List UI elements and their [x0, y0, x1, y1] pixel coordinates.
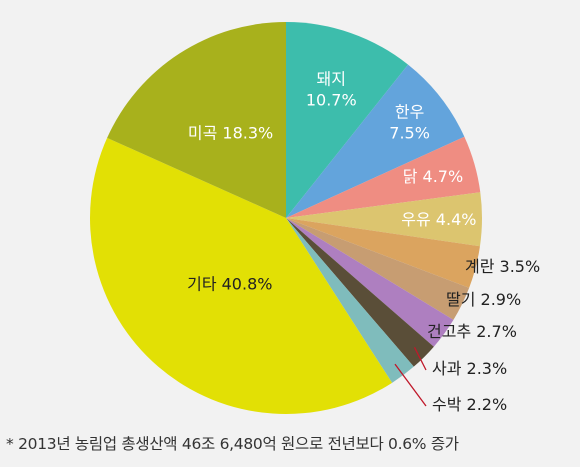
slice-labels: 돼지 10.7% 한우 7.5% 닭 4.7% 우유 4.4% 계란 3.5% 딸기 2.9%…	[187, 69, 540, 414]
footnote: * 2013년 농림업 총생산액 46조 6,480억 원으로 전년보다 0.6…	[6, 435, 459, 453]
slice-우유	[286, 192, 482, 247]
slice-딸기	[286, 218, 470, 320]
slice-우유-label: 우유 4.4%	[401, 210, 476, 229]
slice-수박	[286, 218, 414, 383]
slice-사과	[286, 218, 434, 367]
slice-수박-label: 수박 2.2%	[432, 395, 507, 414]
slice-닭	[286, 136, 481, 218]
slice-계란-label: 계란 3.5%	[465, 257, 540, 276]
slice-닭-label: 닭 4.7%	[403, 167, 463, 186]
slice-건고추	[286, 218, 454, 347]
pie-chart: 돼지 10.7% 한우 7.5% 닭 4.7% 우유 4.4% 계란 3.5% 딸기 2.9%…	[89, 22, 540, 414]
slice-미곡	[107, 22, 286, 218]
slice-사과-label: 사과 2.3%	[432, 359, 507, 378]
slice-사과-leader	[413, 347, 427, 371]
slice-건고추-label: 건고추 2.7%	[427, 322, 517, 341]
slice-돼지-name: 돼지	[317, 69, 346, 88]
slice-한우-value: 7.5%	[389, 124, 430, 143]
slice-기타	[89, 137, 393, 414]
slice-계란	[286, 218, 480, 288]
slice-한우	[286, 64, 465, 218]
slice-딸기-label: 딸기 2.9%	[446, 290, 521, 309]
pie-slices	[89, 22, 482, 414]
slice-미곡-label: 미곡 18.3%	[188, 123, 273, 142]
slice-한우-name: 한우	[395, 103, 424, 122]
leader-lines	[394, 347, 427, 407]
slice-수박-leader	[394, 363, 427, 407]
slice-돼지	[286, 22, 409, 218]
slice-돼지-value: 10.7%	[306, 90, 357, 109]
slice-기타-label: 기타 40.8%	[187, 274, 272, 293]
